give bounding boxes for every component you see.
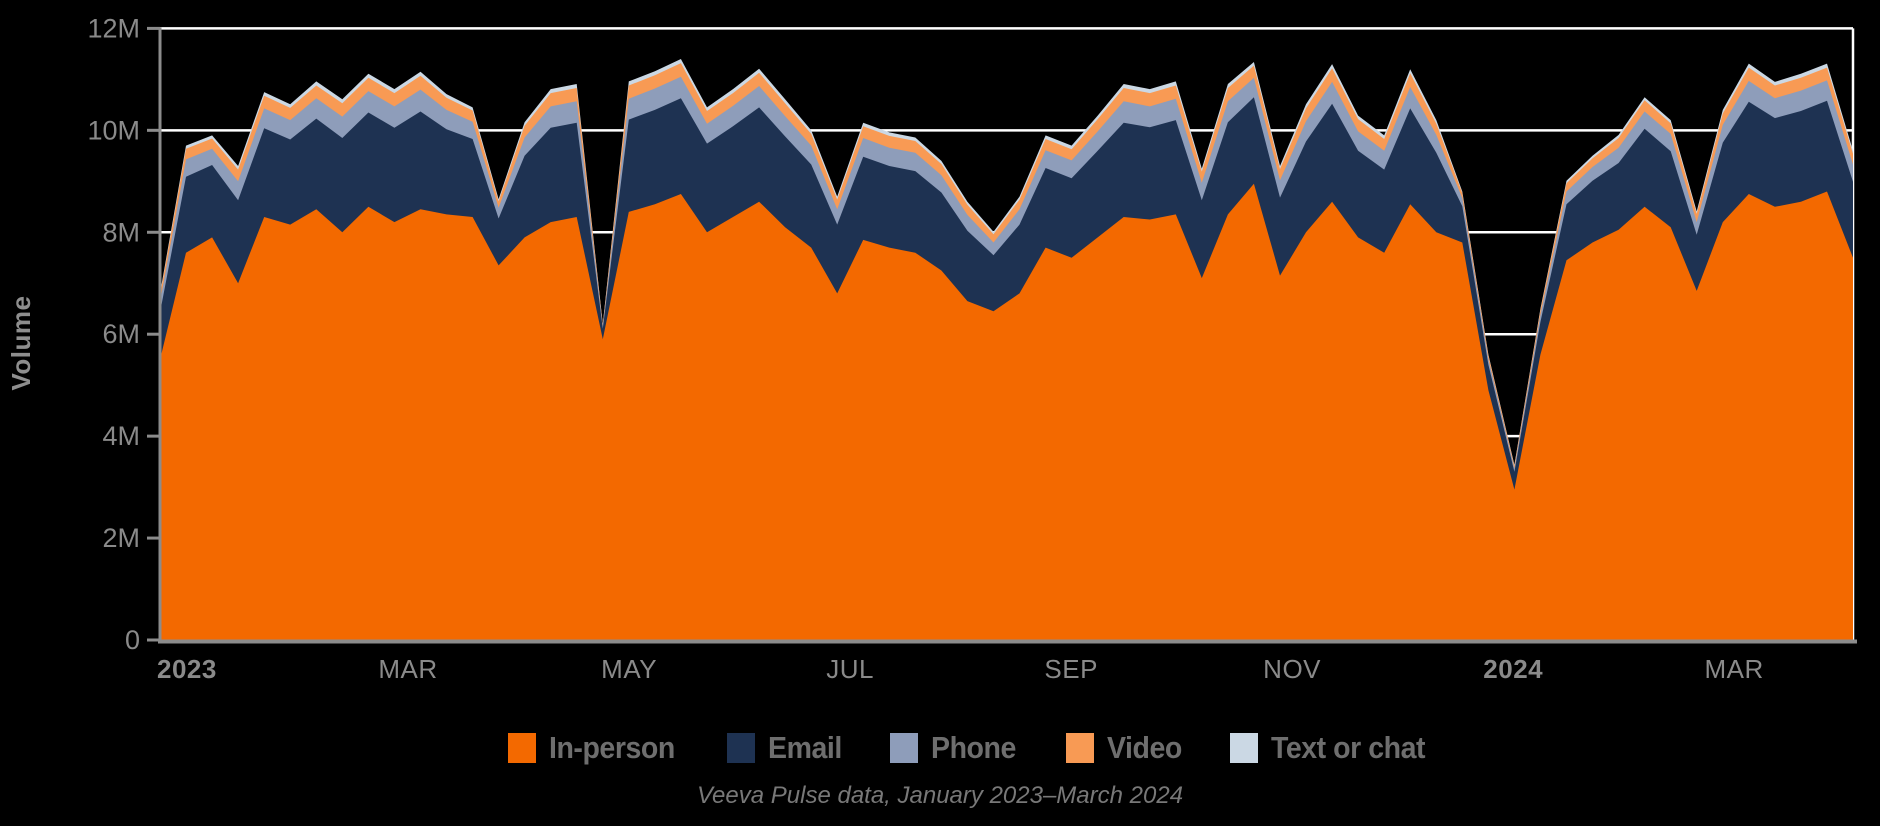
legend-item-in-person: In-person [507,730,686,766]
y-axis-tick-label: 2M [102,523,140,553]
area-series-in-person [160,183,1853,641]
y-axis-tick-label: 6M [102,319,140,349]
x-axis-tick-label: 2023 [157,654,217,684]
legend-swatch [507,733,536,763]
x-axis-tick-label: NOV [1263,654,1321,684]
legend-label: In-person [548,730,675,765]
legend-item-text-or-chat: Text or chat [1230,730,1438,766]
legend-label: Text or chat [1271,730,1426,765]
x-axis-tick-label: MAY [601,654,657,684]
legend-swatch [727,733,756,763]
y-axis-tick-label: 0 [125,625,140,655]
y-axis-title: Volume [6,295,36,391]
legend-item-email: Email [727,730,848,766]
legend-label: Phone [931,730,1017,765]
x-axis-tick-label: SEP [1044,654,1098,684]
legend-swatch [890,733,919,763]
x-axis-tick-label: MAR [1705,654,1764,684]
y-axis-tick-label: 8M [102,217,140,247]
legend-label: Video [1106,730,1182,765]
y-axis-tick-label: 4M [102,421,140,451]
x-axis-tick-label: MAR [378,654,437,684]
chart-legend: In-person Email Phone Video Text or chat [0,726,1880,770]
x-axis-tick-label: 2024 [1483,654,1543,684]
y-axis-tick-label: 12M [87,13,140,43]
legend-swatch [1065,733,1094,763]
source-caption: Veeva Pulse data, January 2023–March 202… [696,782,1184,809]
legend-label: Email [768,730,843,765]
x-axis-tick-label: JUL [826,654,874,684]
y-axis-tick-label: 10M [87,115,140,145]
legend-swatch [1230,733,1259,763]
legend-item-video: Video [1065,730,1188,766]
legend-item-phone: Phone [890,730,1023,766]
